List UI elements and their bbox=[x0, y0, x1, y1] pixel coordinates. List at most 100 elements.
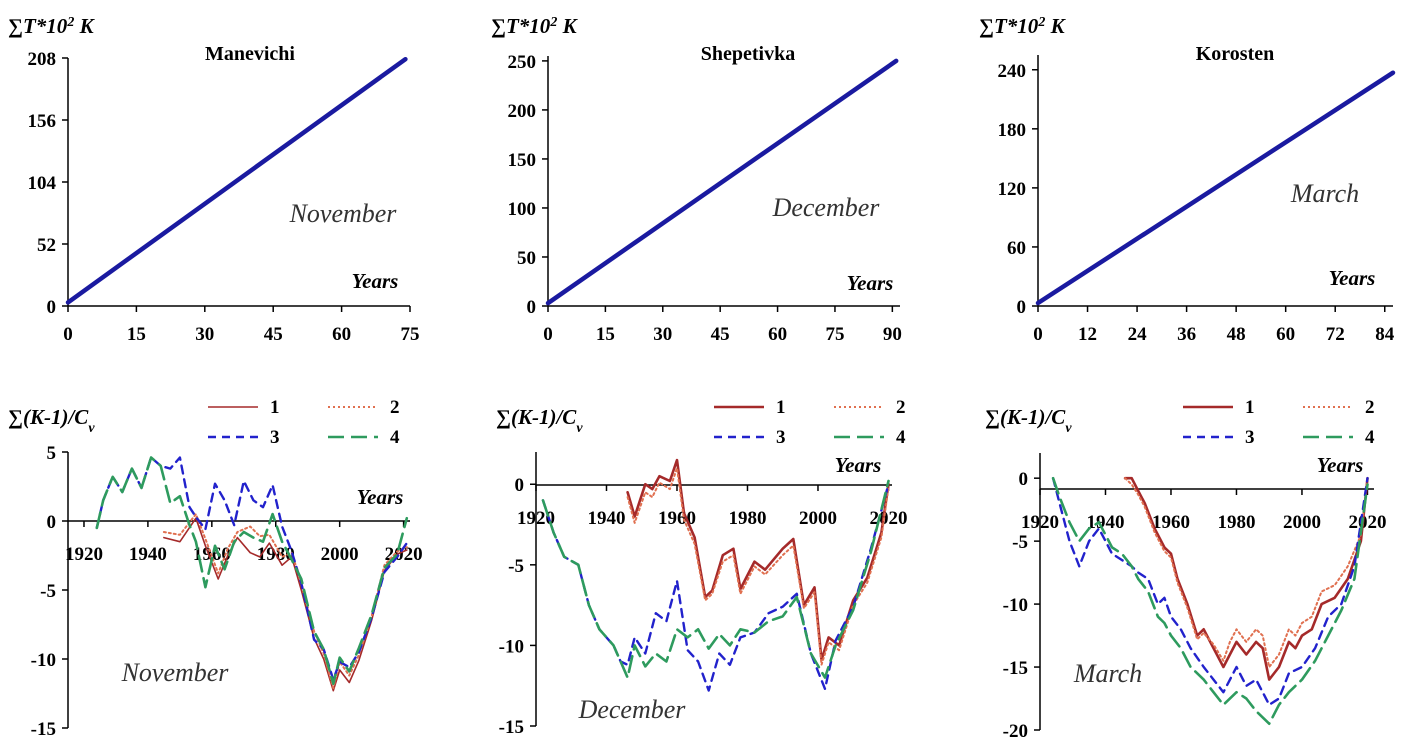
y-tick-label: -5 bbox=[1012, 532, 1028, 553]
chart-panel-1: 0 50 100 150 200 250 0 15 30 45 60 75 90 Shepetivka De… bbox=[508, 43, 902, 345]
x-tick-label: 2000 bbox=[1283, 512, 1321, 533]
legend-label-1: 1 bbox=[270, 397, 280, 418]
x-tick-label: 72 bbox=[1326, 324, 1345, 345]
x-tick-label: 1940 bbox=[587, 508, 625, 529]
x-tick-label: 48 bbox=[1227, 324, 1246, 345]
legend-label-1: 1 bbox=[1245, 397, 1255, 418]
x-axis-label: Years bbox=[847, 271, 894, 295]
x-tick-label: 30 bbox=[653, 324, 672, 345]
y-axis-label-3: ∑(K-1)/Cv bbox=[8, 405, 95, 436]
month-annotation: March bbox=[1073, 659, 1142, 688]
series-line-1 bbox=[1035, 70, 1396, 306]
x-tick-label: 36 bbox=[1177, 324, 1196, 345]
y-tick-label: 250 bbox=[508, 52, 537, 73]
month-annotation: December bbox=[772, 193, 881, 222]
x-tick-label: 1960 bbox=[1152, 512, 1190, 533]
x-tick-label: 1920 bbox=[1021, 512, 1059, 533]
y-tick-label: 240 bbox=[998, 61, 1027, 82]
y-tick-label: -20 bbox=[1003, 721, 1028, 742]
legend-label-4: 4 bbox=[896, 427, 906, 448]
x-tick-label: 0 bbox=[543, 324, 553, 345]
x-tick-label: 15 bbox=[127, 324, 146, 345]
y-tick-label: -15 bbox=[499, 717, 524, 738]
y-tick-label: 156 bbox=[28, 111, 57, 132]
legend-label-3: 3 bbox=[270, 427, 280, 448]
x-axis-label: Years bbox=[357, 485, 404, 509]
y-tick-label: 50 bbox=[517, 248, 536, 269]
chart-panel-2: 0 60 120 180 240 0 12 24 36 48 60 72 84 Korosten March… bbox=[998, 43, 1396, 345]
y-tick-label: 180 bbox=[998, 120, 1027, 141]
x-tick-label: 84 bbox=[1375, 324, 1395, 345]
y-tick-label: 0 bbox=[527, 297, 537, 318]
x-tick-label: 2020 bbox=[869, 508, 907, 529]
x-tick-label: 2020 bbox=[1348, 512, 1386, 533]
x-tick-label: 2000 bbox=[799, 508, 837, 529]
x-tick-label: 45 bbox=[711, 324, 730, 345]
series-line-4 bbox=[95, 456, 409, 686]
x-axis-label: Years bbox=[835, 453, 882, 477]
y-tick-label: -10 bbox=[499, 636, 524, 657]
series-line-2 bbox=[1124, 477, 1369, 668]
legend-label-2: 2 bbox=[390, 397, 400, 418]
x-tick-label: 60 bbox=[1276, 324, 1295, 345]
chart-panel-5: -20 -15 -10 -5 0 1920 1940 1960 1980 2000 2020 Marc… bbox=[1003, 397, 1387, 742]
y-tick-label: 0 bbox=[47, 297, 57, 318]
x-tick-label: 1980 bbox=[728, 508, 766, 529]
legend-label-4: 4 bbox=[390, 427, 400, 448]
month-annotation: March bbox=[1290, 179, 1359, 208]
legend-label-3: 3 bbox=[1245, 427, 1255, 448]
x-tick-label: 2000 bbox=[321, 544, 359, 565]
y-axis-label-2: ∑T*102 K bbox=[979, 14, 1067, 38]
x-tick-label: 15 bbox=[596, 324, 615, 345]
series-line-4 bbox=[1051, 476, 1369, 726]
y-tick-label: 100 bbox=[508, 199, 537, 220]
x-tick-label: 75 bbox=[825, 324, 844, 345]
series-line-1 bbox=[1123, 476, 1369, 681]
legend-label-1: 1 bbox=[776, 397, 786, 418]
x-tick-label: 90 bbox=[883, 324, 902, 345]
x-tick-label: 12 bbox=[1078, 324, 1097, 345]
y-tick-label: 150 bbox=[508, 150, 537, 171]
legend-label-2: 2 bbox=[896, 397, 906, 418]
x-axis-label: Years bbox=[1317, 453, 1364, 477]
y-tick-label: 5 bbox=[47, 443, 57, 464]
y-axis-label-4: ∑(K-1)/Cv bbox=[496, 405, 583, 436]
x-axis-label: Years bbox=[352, 269, 399, 293]
x-tick-label: 1980 bbox=[1217, 512, 1255, 533]
y-tick-label: -5 bbox=[40, 581, 56, 602]
x-tick-label: 24 bbox=[1128, 324, 1148, 345]
y-tick-label: -15 bbox=[31, 719, 56, 740]
x-tick-label: 0 bbox=[63, 324, 73, 345]
y-tick-label: -5 bbox=[508, 556, 524, 577]
month-annotation: December bbox=[578, 695, 687, 724]
x-tick-label: 0 bbox=[1033, 324, 1043, 345]
month-annotation: November bbox=[289, 199, 398, 228]
month-annotation: November bbox=[121, 658, 230, 687]
y-axis-label-1: ∑T*102 K bbox=[491, 14, 579, 38]
chart-panel-0: 0 52 104 156 208 0 15 30 45 60 75 Manevichi November… bbox=[28, 43, 420, 345]
y-tick-label: 0 bbox=[1019, 469, 1029, 490]
series-line-4 bbox=[541, 479, 890, 679]
y-tick-label: 52 bbox=[37, 235, 56, 256]
x-tick-label: 60 bbox=[332, 324, 351, 345]
y-tick-label: 0 bbox=[1017, 297, 1027, 318]
chart-title: Korosten bbox=[1196, 43, 1275, 65]
legend-label-2: 2 bbox=[1365, 397, 1375, 418]
x-axis-label: Years bbox=[1329, 266, 1376, 290]
x-tick-label: 75 bbox=[401, 324, 420, 345]
y-axis-label-5: ∑(K-1)/Cv bbox=[985, 405, 1072, 436]
series-line-1 bbox=[545, 58, 899, 306]
y-tick-label: 120 bbox=[998, 179, 1027, 200]
y-tick-label: 60 bbox=[1007, 238, 1026, 259]
x-tick-label: 30 bbox=[195, 324, 214, 345]
x-tick-label: 1940 bbox=[129, 544, 167, 565]
y-tick-label: 0 bbox=[47, 512, 57, 533]
x-tick-label: 45 bbox=[264, 324, 283, 345]
x-tick-label: 1940 bbox=[1086, 512, 1124, 533]
y-axis-label-0: ∑T*102 K bbox=[8, 14, 96, 38]
y-tick-label: -10 bbox=[31, 650, 56, 671]
y-tick-label: 208 bbox=[28, 49, 57, 70]
